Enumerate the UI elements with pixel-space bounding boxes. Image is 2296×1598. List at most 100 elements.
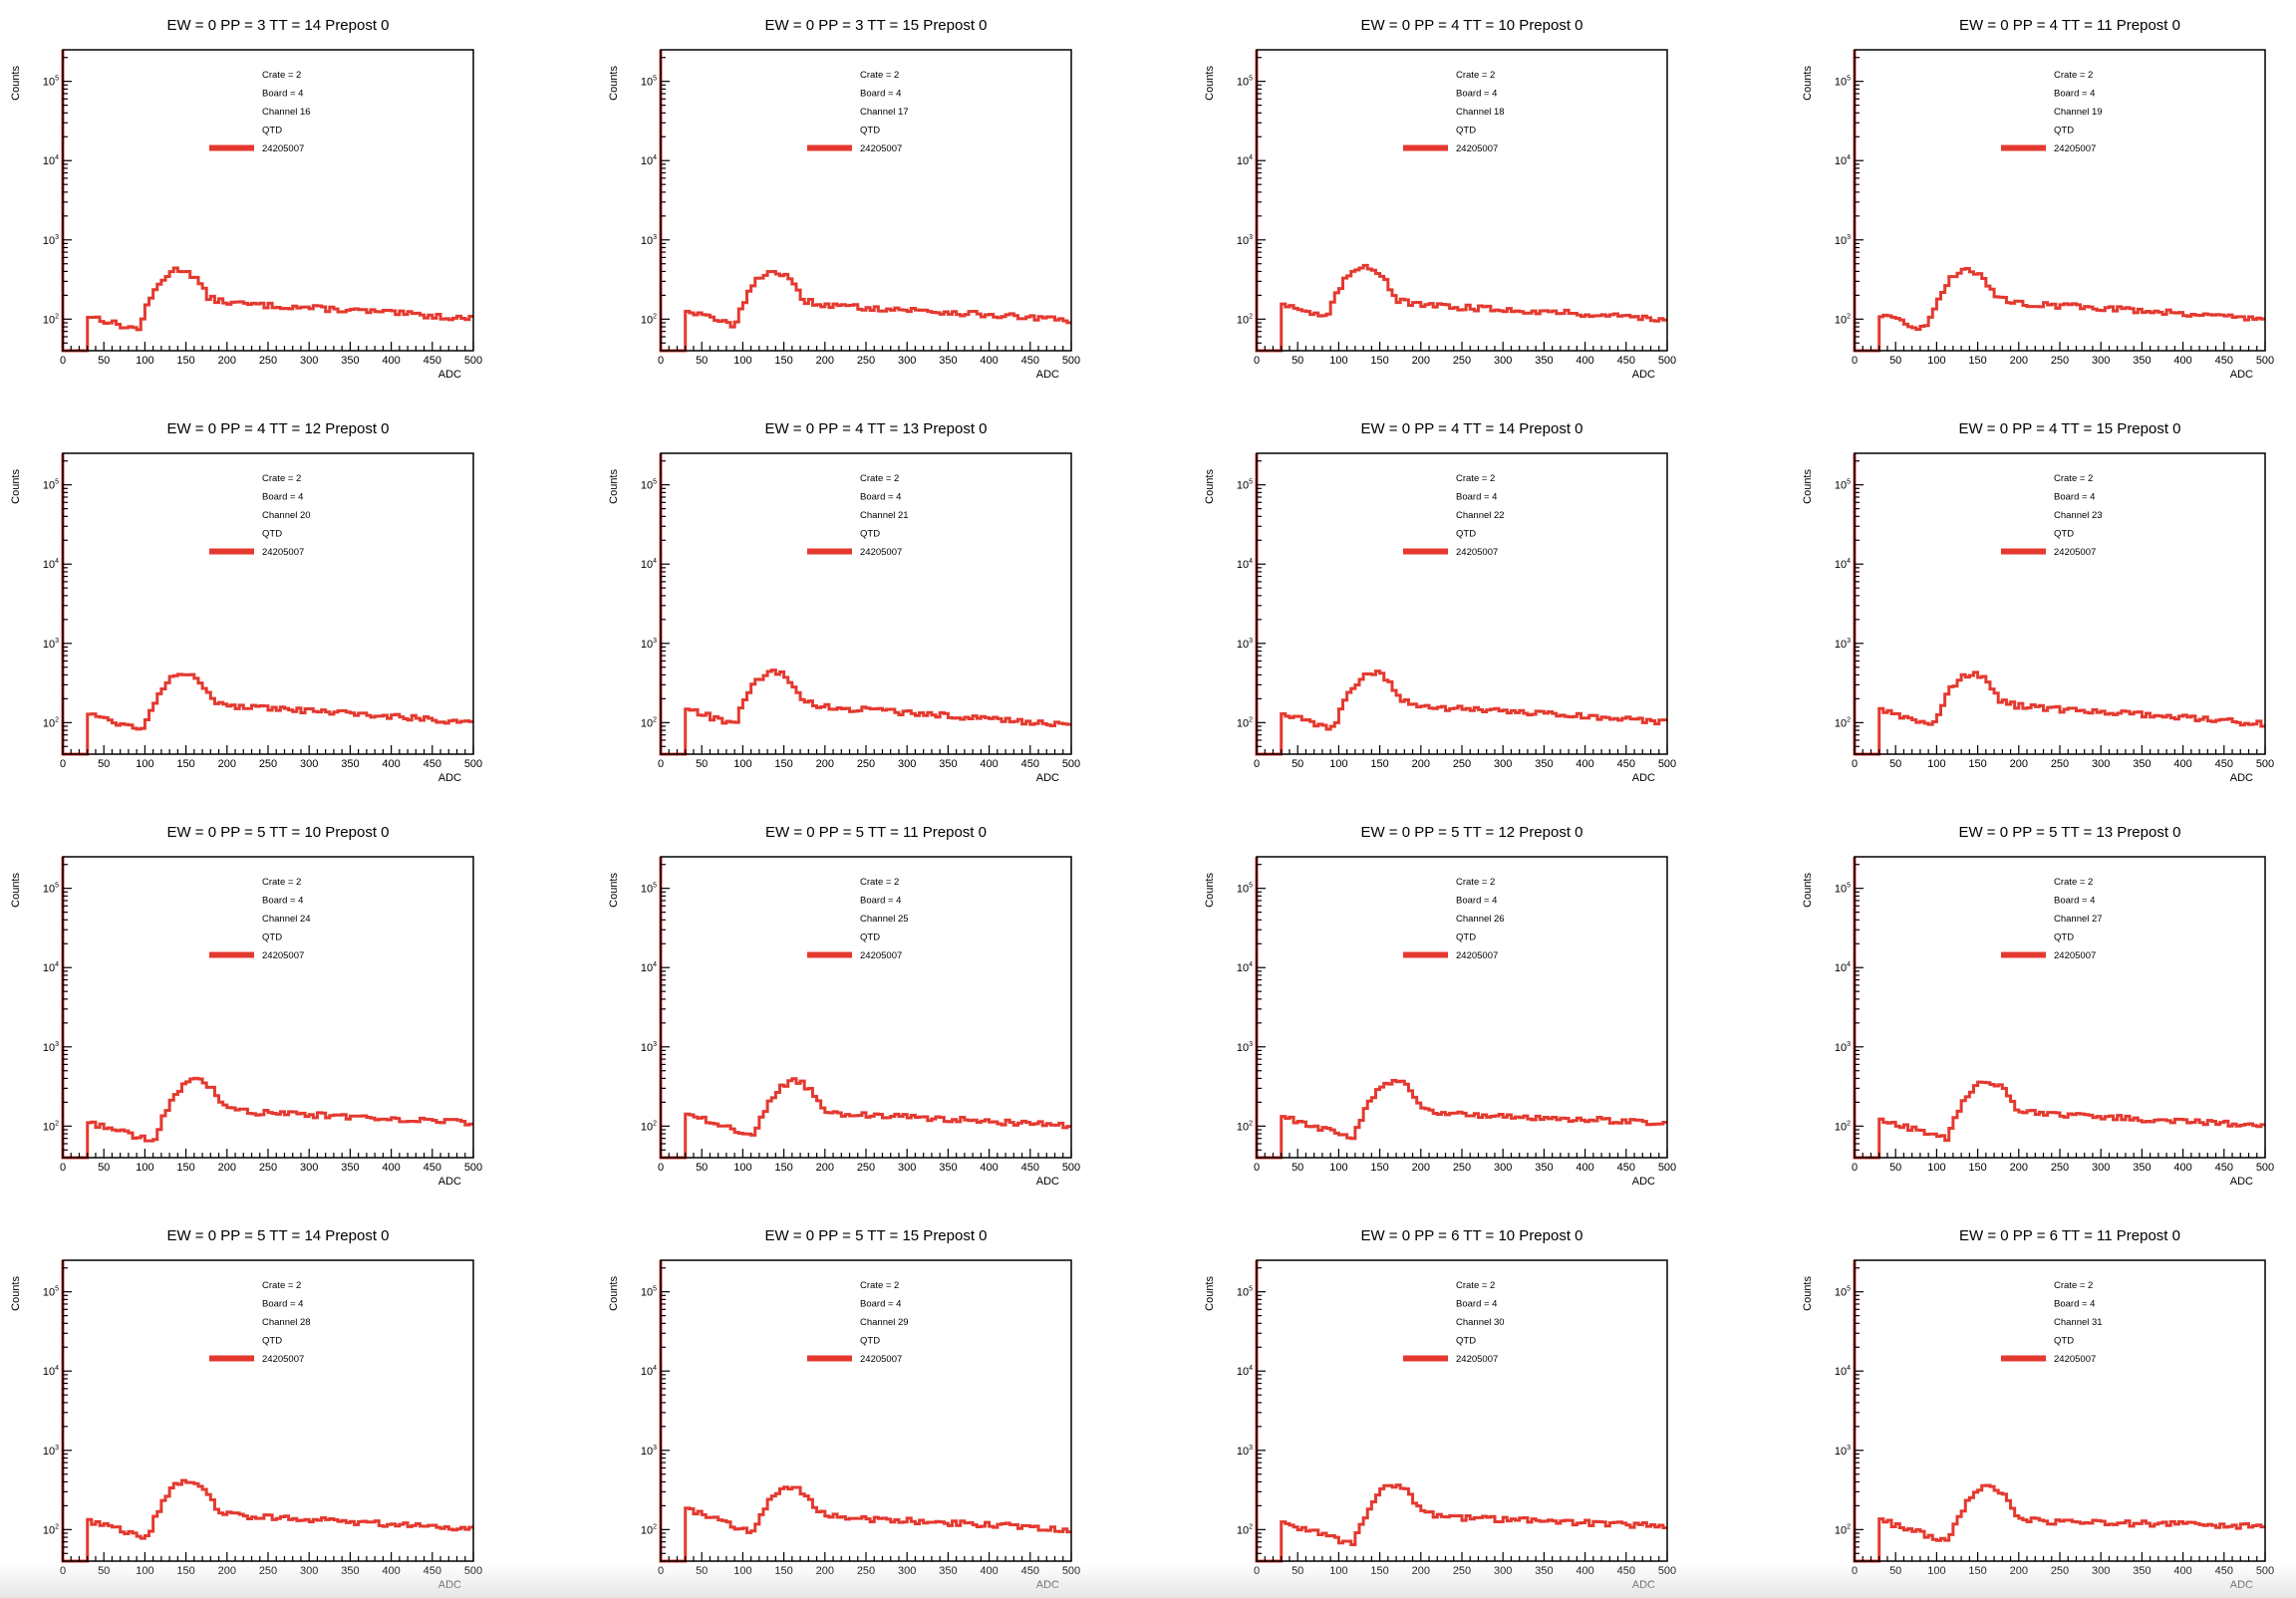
x-tick-label: 150 <box>1968 355 1986 367</box>
plot-title: EW = 0 PP = 4 TT = 14 Prepost 0 <box>1360 420 1582 437</box>
y-tick-label: 105 <box>641 479 657 492</box>
x-tick-label: 500 <box>464 1162 482 1174</box>
y-tick-label: 102 <box>1237 716 1253 729</box>
x-tick-label: 300 <box>898 758 916 770</box>
y-tick-label: 104 <box>1835 558 1851 571</box>
x-tick-label: 200 <box>1412 1162 1430 1174</box>
y-tick-label: 103 <box>1237 1041 1253 1054</box>
x-tick-label: 200 <box>218 758 236 770</box>
x-tick-label: 150 <box>774 355 792 367</box>
x-axis-label: ADC <box>2230 1176 2253 1188</box>
y-tick-label: 104 <box>1835 961 1851 974</box>
y-axis-label: Counts <box>608 66 620 101</box>
x-tick-label: 450 <box>1021 758 1039 770</box>
x-tick-label: 150 <box>176 1162 194 1174</box>
histogram-panel: EW = 0 PP = 4 TT = 13 Prepost 0 Counts 0 50… <box>608 420 1080 784</box>
y-axis-label: Counts <box>10 1276 22 1311</box>
x-tick-label: 250 <box>259 758 277 770</box>
y-axis-label: Counts <box>10 66 22 101</box>
legend-entry: Crate = 2 <box>262 1280 301 1291</box>
legend-series-label: 24205007 <box>2054 143 2096 154</box>
x-tick-label: 500 <box>1062 355 1080 367</box>
y-tick-label: 105 <box>1237 479 1253 492</box>
y-axis-label: Counts <box>1204 1276 1216 1311</box>
x-tick-label: 350 <box>2133 758 2151 770</box>
histogram-panel: EW = 0 PP = 5 TT = 15 Prepost 0Counts050… <box>608 1227 1080 1591</box>
legend-series-label: 24205007 <box>262 143 304 154</box>
histogram-panel: EW = 0 PP = 5 TT = 11 Prepost 0 Counts 0 50… <box>608 824 1080 1188</box>
y-tick-label: 102 <box>43 716 59 729</box>
plot-title: EW = 0 PP = 6 TT = 11 Prepost 0 <box>1959 1227 2180 1244</box>
x-tick-label: 400 <box>980 758 998 770</box>
x-tick-label: 500 <box>464 758 482 770</box>
x-tick-label: 150 <box>1968 1162 1986 1174</box>
y-tick-label: 103 <box>1237 1445 1253 1458</box>
x-tick-label: 0 <box>1254 355 1260 367</box>
x-tick-label: 0 <box>658 758 664 770</box>
y-axis-label: Counts <box>1204 873 1216 908</box>
histogram-line <box>1853 453 2265 756</box>
x-tick-label: 0 <box>1852 1162 1858 1174</box>
x-tick-label: 100 <box>136 355 153 367</box>
y-tick-label: 102 <box>1835 313 1851 326</box>
x-tick-label: 350 <box>341 758 359 770</box>
histogram-panel: EW = 0 PP = 4 TT = 10 Prepost 0 Counts 0 50… <box>1204 17 1676 381</box>
x-tick-label: 300 <box>300 355 318 367</box>
x-tick-label: 200 <box>816 758 834 770</box>
x-axis-label: ADC <box>1036 369 1059 381</box>
histogram-panel: EW = 0 PP = 4 TT = 11 Prepost 0 Counts 0 50… <box>1802 17 2274 381</box>
legend-entry: Crate = 2 <box>1456 473 1495 484</box>
histogram-panel: EW = 0 PP = 5 TT = 13 Prepost 0 Counts 0 50… <box>1802 824 2274 1188</box>
x-tick-label: 300 <box>2092 758 2110 770</box>
x-tick-label: 450 <box>2215 758 2233 770</box>
histogram-panel: EW = 0 PP = 4 TT = 12 Prepost 0 Counts 0 50… <box>10 420 482 784</box>
x-tick-label: 500 <box>1658 355 1676 367</box>
x-tick-label: 500 <box>1062 1162 1080 1174</box>
legend-entry: Channel 19 <box>2054 107 2103 118</box>
x-axis-label: ADC <box>438 772 461 784</box>
x-tick-label: 250 <box>259 1162 277 1174</box>
x-tick-label: 400 <box>1576 1162 1593 1174</box>
x-tick-label: 100 <box>136 1162 153 1174</box>
legend-entry: Channel 31 <box>2054 1317 2103 1328</box>
x-tick-label: 50 <box>1292 1162 1303 1174</box>
x-tick-label: 50 <box>696 355 708 367</box>
legend-entry: Board = 4 <box>262 1299 303 1310</box>
x-tick-label: 250 <box>259 355 277 367</box>
legend-entry: QTD <box>860 932 880 943</box>
legend-entry: Channel 23 <box>2054 510 2103 521</box>
y-tick-label: 104 <box>1237 154 1253 167</box>
x-axis-label: ADC <box>2230 772 2253 784</box>
histogram-line <box>659 453 1071 756</box>
y-tick-label: 103 <box>1835 1445 1851 1458</box>
x-tick-label: 400 <box>2173 758 2191 770</box>
x-tick-label: 50 <box>696 758 708 770</box>
x-tick-label: 450 <box>1617 355 1635 367</box>
legend-entry: Crate = 2 <box>860 70 899 81</box>
x-tick-label: 150 <box>1370 758 1388 770</box>
x-tick-label: 300 <box>898 1162 916 1174</box>
legend-entry: QTD <box>2054 529 2074 540</box>
histogram-panel: EW = 0 PP = 6 TT = 11 Prepost 0Counts050… <box>1802 1227 2274 1591</box>
x-tick-label: 450 <box>2215 355 2233 367</box>
histogram-line <box>659 50 1071 353</box>
x-tick-label: 450 <box>1617 1162 1635 1174</box>
histogram-panel: EW = 0 PP = 4 TT = 15 Prepost 0 Counts 0 50… <box>1802 420 2274 784</box>
legend-entry: Crate = 2 <box>860 1280 899 1291</box>
y-tick-label: 105 <box>43 479 59 492</box>
x-tick-label: 100 <box>1927 1162 1945 1174</box>
y-tick-label: 103 <box>1835 234 1851 247</box>
histogram-line <box>1255 50 1667 353</box>
x-tick-label: 300 <box>1494 355 1512 367</box>
legend-entry: QTD <box>262 1336 282 1347</box>
histogram-panel: EW = 0 PP = 6 TT = 10 Prepost 0Counts050… <box>1204 1227 1676 1591</box>
x-tick-label: 450 <box>2215 1162 2233 1174</box>
y-axis-label: Counts <box>10 469 22 504</box>
x-tick-label: 300 <box>300 758 318 770</box>
x-tick-label: 200 <box>1412 758 1430 770</box>
x-tick-label: 450 <box>424 1162 441 1174</box>
x-tick-label: 50 <box>696 1162 708 1174</box>
legend-entry: Crate = 2 <box>1456 1280 1495 1291</box>
y-tick-label: 103 <box>43 234 59 247</box>
